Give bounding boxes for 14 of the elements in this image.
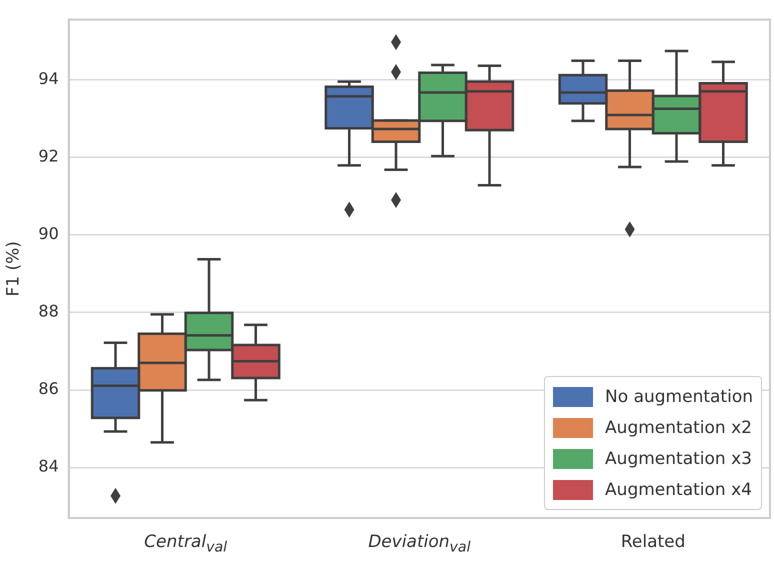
y-tick-label: 94 — [38, 68, 59, 88]
legend-label: No augmentation — [605, 386, 753, 406]
y-tick-label: 84 — [38, 456, 59, 476]
legend-label: Augmentation x3 — [605, 448, 752, 468]
x-tick-label: Related — [620, 532, 686, 552]
y-tick-label: 88 — [38, 302, 59, 321]
y-tick-label: 86 — [38, 379, 59, 398]
x-tick-label: Central$_{val}$ — [144, 532, 228, 556]
legend-label: Augmentation x2 — [605, 418, 752, 438]
y-tick-label: 92 — [38, 146, 59, 166]
y-axis-title: F1 (%) — [4, 241, 24, 297]
y-tick-label: 90 — [38, 224, 59, 244]
x-tick-label: Deviation$_{val}$ — [368, 532, 471, 556]
legend-label: Augmentation x4 — [605, 480, 752, 500]
